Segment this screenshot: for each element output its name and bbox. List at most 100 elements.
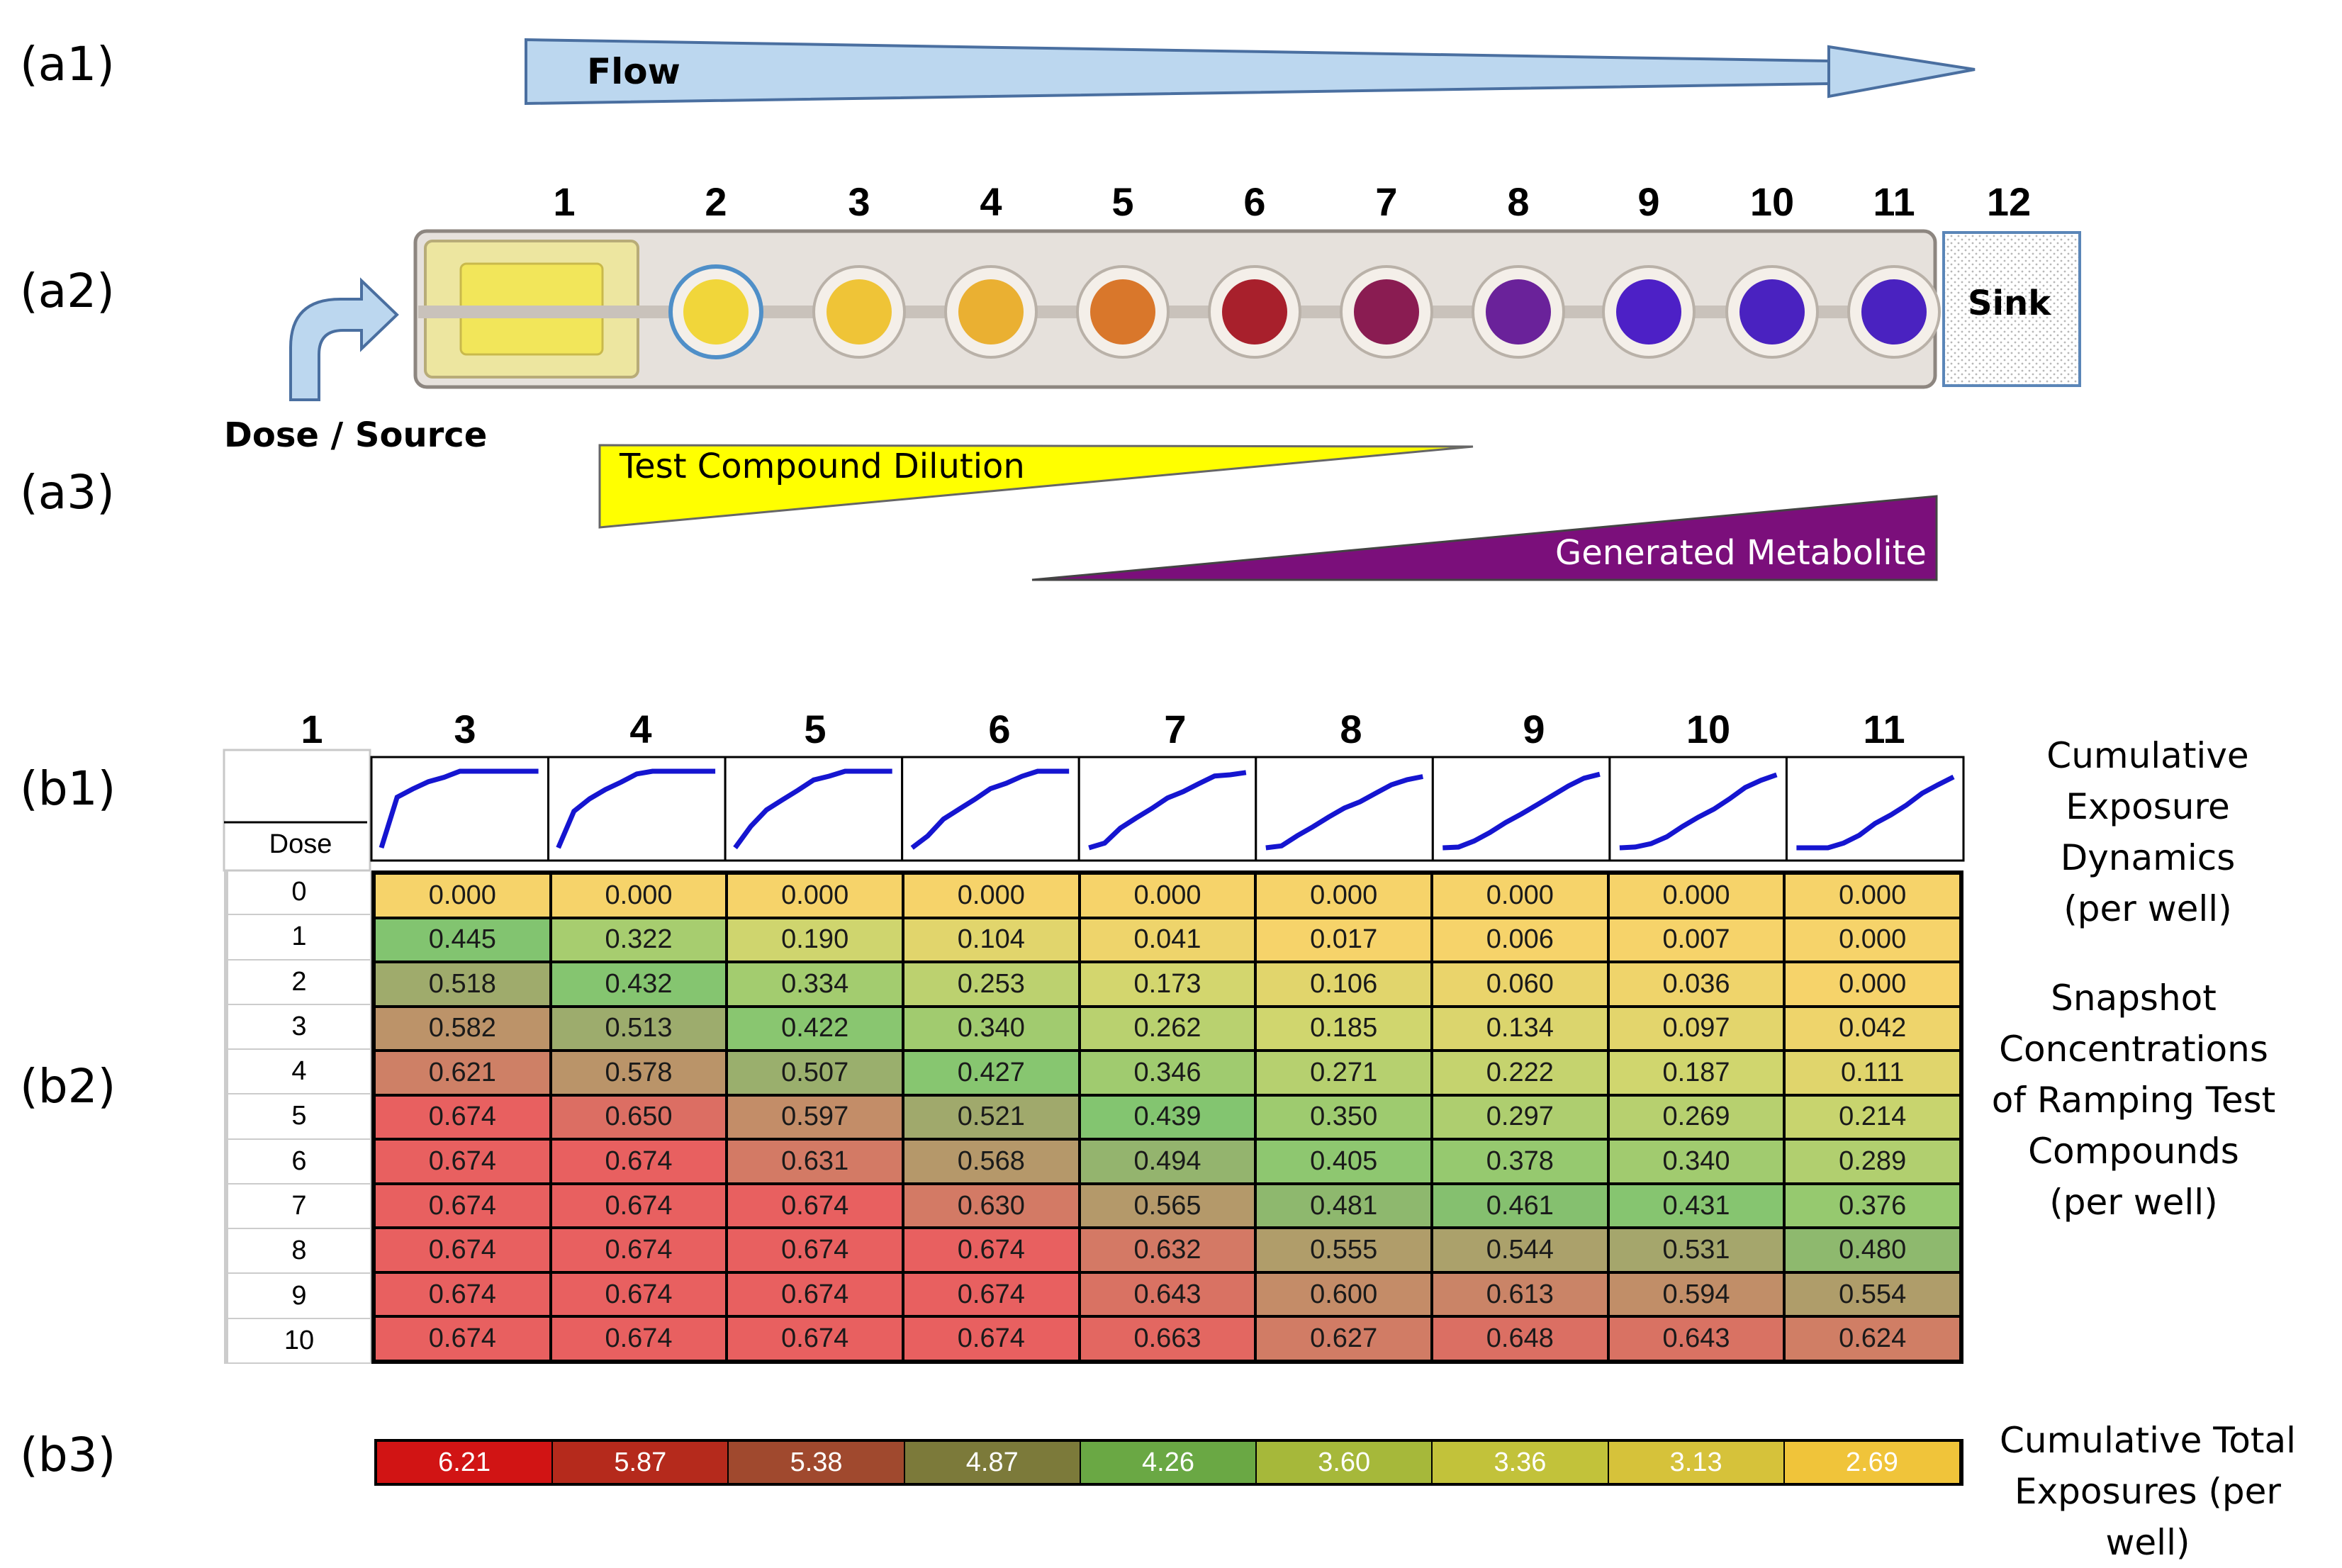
diagram-graphics — [223, 38, 2081, 1364]
concentration-cell: 0.289 — [1784, 1139, 1961, 1184]
side-text: (per well) — [2063, 888, 2232, 929]
concentration-cell: 0.674 — [550, 1272, 727, 1317]
concentration-cell: 0.674 — [727, 1183, 903, 1228]
concentration-cell: 0.480 — [1784, 1228, 1961, 1272]
b1-header: 10 — [1686, 707, 1731, 751]
concentration-cell: 0.531 — [1608, 1228, 1785, 1272]
concentration-cell: 0.000 — [1784, 873, 1961, 918]
side-text: Compounds — [2028, 1131, 2239, 1172]
cumulative-total-cell: 3.60 — [1257, 1442, 1433, 1483]
concentration-cell: 0.600 — [1255, 1272, 1432, 1317]
cumulative-total-cell: 4.87 — [904, 1442, 1081, 1483]
dose-cell: 9 — [228, 1274, 371, 1319]
dose-cell: 10 — [228, 1318, 371, 1364]
sink-box — [1942, 231, 2081, 387]
concentration-cell: 0.643 — [1079, 1272, 1256, 1317]
side-text: Snapshot — [2051, 978, 2217, 1019]
b1-header: 11 — [1863, 707, 1905, 751]
concentration-cell: 0.674 — [550, 1139, 727, 1184]
well-number: 11 — [1873, 179, 1915, 224]
concentration-cell: 0.521 — [903, 1094, 1080, 1140]
sparkline-box — [370, 756, 550, 862]
b1-header: 9 — [1523, 707, 1545, 751]
concentration-cell: 0.334 — [727, 962, 903, 1007]
test-compound-label: Test Compound Dilution — [620, 447, 1025, 486]
concentration-cell: 0.648 — [1432, 1316, 1608, 1361]
b1-header: 5 — [804, 707, 827, 751]
b1-header: 1 — [301, 707, 323, 751]
dose-cell: 8 — [228, 1229, 371, 1275]
concentration-cell: 0.346 — [1079, 1051, 1256, 1095]
concentration-cell: 0.594 — [1608, 1272, 1785, 1317]
well-number: 7 — [1375, 179, 1398, 224]
concentration-cell: 0.185 — [1255, 1006, 1432, 1051]
flow-arrow — [525, 38, 1976, 106]
side-text: Cumulative Total — [1999, 1420, 2297, 1461]
concentration-cell: 0.674 — [374, 1272, 551, 1317]
concentration-cell: 0.007 — [1608, 917, 1785, 963]
exposure-sparkline — [1265, 774, 1423, 851]
concentration-cell: 0.222 — [1432, 1051, 1608, 1095]
concentration-cell: 0.627 — [1255, 1316, 1432, 1361]
concentration-cell: 0.565 — [1079, 1183, 1256, 1228]
concentration-cell: 0.674 — [727, 1316, 903, 1361]
well-number: 6 — [1243, 179, 1266, 224]
well-number: 2 — [705, 179, 727, 224]
concentration-cell: 0.000 — [903, 873, 1080, 918]
concentration-cell: 0.674 — [374, 1316, 551, 1361]
concentration-cell: 0.674 — [550, 1183, 727, 1228]
exposure-sparkline — [733, 768, 892, 850]
concentration-cell: 0.173 — [1079, 962, 1256, 1007]
concentration-cell: 0.214 — [1784, 1094, 1961, 1140]
concentration-cell: 0.461 — [1432, 1183, 1608, 1228]
concentration-cell: 0.187 — [1608, 1051, 1785, 1095]
exposure-sparkline — [1619, 772, 1778, 851]
panel-label-a1: (a1) — [20, 37, 115, 91]
well-number: 8 — [1507, 179, 1530, 224]
sparkline-box — [724, 756, 904, 862]
well-liquid — [683, 279, 749, 345]
concentration-cell: 0.427 — [903, 1051, 1080, 1095]
cumulative-total-cell: 4.26 — [1080, 1442, 1257, 1483]
dose-arrow — [289, 277, 399, 401]
concentration-cell: 0.097 — [1608, 1006, 1785, 1051]
concentration-cell: 0.000 — [727, 873, 903, 918]
panel-label-b2: (b2) — [20, 1059, 116, 1114]
dose-cell: 0 — [228, 870, 371, 916]
panel-label-b3: (b3) — [20, 1428, 116, 1482]
concentration-cell: 0.554 — [1784, 1272, 1961, 1317]
concentration-cell: 0.297 — [1432, 1094, 1608, 1140]
concentration-cell: 0.674 — [903, 1228, 1080, 1272]
concentration-cell: 0.000 — [374, 873, 551, 918]
b3-side-label: Cumulative Total Exposures (per well) — [1971, 1415, 2325, 1568]
concentration-cell: 0.111 — [1784, 1051, 1961, 1095]
well-liquid — [827, 279, 892, 345]
concentration-cell: 0.631 — [727, 1139, 903, 1184]
concentration-cell: 0.518 — [374, 962, 551, 1007]
concentration-cell: 0.432 — [550, 962, 727, 1007]
dose-header: Dose — [269, 829, 332, 859]
sparkline-box — [1785, 756, 1965, 862]
dose-source-label: Dose / Source — [224, 415, 488, 455]
exposure-sparkline — [556, 768, 716, 849]
well-liquid — [1861, 279, 1927, 345]
well-number: 3 — [848, 179, 870, 224]
dose-cell: 2 — [228, 960, 371, 1005]
dose-cell: 4 — [228, 1050, 371, 1095]
well-liquid — [1616, 279, 1681, 345]
panel-label-a2: (a2) — [20, 264, 115, 318]
b1-header: 3 — [454, 707, 476, 751]
concentration-cell: 0.134 — [1432, 1006, 1608, 1051]
concentration-cell: 0.494 — [1079, 1139, 1256, 1184]
side-text: Cumulative — [2046, 735, 2249, 776]
concentration-cell: 0.582 — [374, 1006, 551, 1051]
dose-cell: 3 — [228, 1004, 371, 1051]
b1-side-label: Cumulative Exposure Dynamics (per well) — [1978, 730, 2318, 934]
concentration-cell: 0.674 — [903, 1272, 1080, 1317]
metabolite-label: Generated Metabolite — [1555, 533, 1927, 573]
concentration-cell: 0.000 — [1608, 873, 1785, 918]
exposure-sparkline — [910, 768, 1070, 850]
dose-cell: 1 — [228, 915, 371, 961]
concentration-cell: 0.017 — [1255, 917, 1432, 963]
concentration-cell: 0.000 — [550, 873, 727, 918]
